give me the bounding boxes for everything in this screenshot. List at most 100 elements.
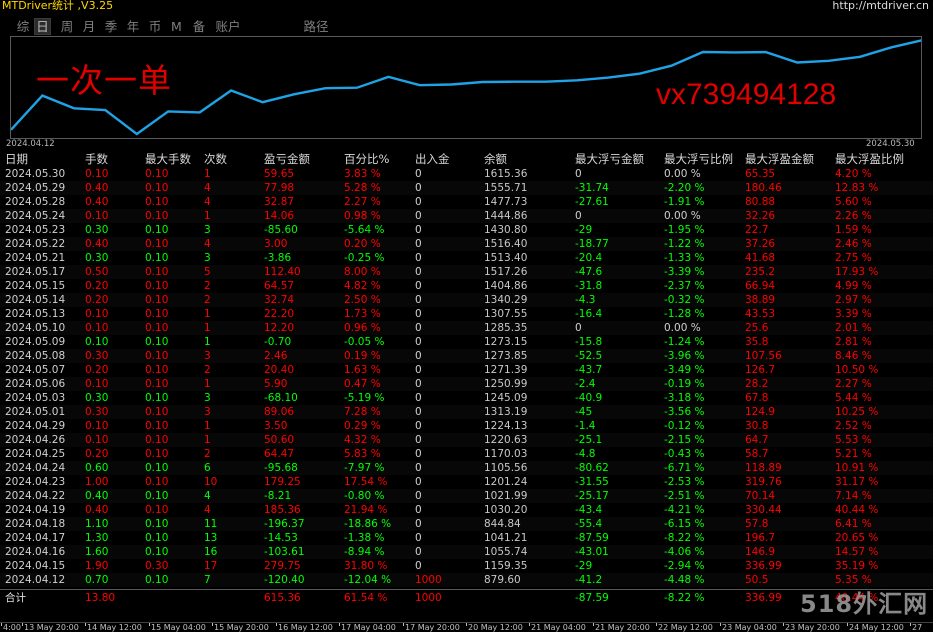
cell-max-float-loss: -18.77 [575,238,609,250]
cell-max-float-profit-pct: 17.93 % [835,266,879,278]
cell-lots: 0.10 [85,168,109,180]
cell-balance: 1615.36 [484,168,528,180]
cell-pl: 64.47 [264,448,295,460]
cell-max-float-loss-pct: -2.37 % [664,280,705,292]
cell-balance: 1477.73 [484,196,528,208]
cell-max-float-profit: 235.2 [745,266,776,278]
cell-balance: 1517.26 [484,266,528,278]
cell-date: 2024.05.13 [5,308,66,320]
cell-pl: -85.60 [264,224,298,236]
total-max-float-profit-pct: 40.44 % [835,592,879,604]
tab-account[interactable]: 账户 [215,19,241,34]
cell-max-float-profit: 43.53 [745,308,776,320]
cell-max-float-profit-pct: 5.35 % [835,574,872,586]
website-link[interactable]: http://mtdriver.cn [832,0,929,12]
tab-week[interactable]: 周 [60,19,74,34]
cell-max-float-loss-pct: -8.22 % [664,532,705,544]
overlay-note: 一次一单 [36,61,172,100]
tab-summary[interactable]: 综 [16,19,30,34]
time-axis-tick [466,623,467,626]
table-row: 2024.04.24 0.60 0.10 6 -95.68 -7.97 % 0 1105.56… [0,461,933,475]
cell-max-float-loss-pct: -0.43 % [664,448,705,460]
cell-max-float-profit-pct: 2.26 % [835,210,872,222]
cell-max-float-profit-pct: 2.52 % [835,420,872,432]
cell-max-float-loss-pct: -4.06 % [664,546,705,558]
cell-lots: 1.10 [85,518,109,530]
cell-balance: 1313.19 [484,406,528,418]
tab-note[interactable]: 备 [192,19,206,34]
cell-count: 1 [204,378,211,390]
table-header: 日期 手数 最大手数 次数 盈亏金额 百分比% 出入金 余额 最大浮亏金额 最大… [0,151,933,167]
cell-max-float-profit-pct: 35.19 % [835,560,879,572]
cell-deposit: 0 [415,546,422,558]
cell-max-float-loss-pct: -4.48 % [664,574,705,586]
table-row: 2024.04.12 0.70 0.10 7 -120.40 -12.04 % 1000 87… [0,573,933,587]
tab-path[interactable]: 路径 [303,19,329,34]
cell-max-lots: 0.10 [145,168,169,180]
cell-max-float-profit-pct: 8.46 % [835,350,872,362]
cell-max-float-loss: -29 [575,224,593,236]
cell-pl: 64.57 [264,280,295,292]
cell-pct: -7.97 % [344,462,385,474]
cell-pl: -3.86 [264,252,292,264]
cell-date: 2024.04.22 [5,490,66,502]
cell-max-float-profit: 50.5 [745,574,769,586]
tab-quarter[interactable]: 季 [104,19,118,34]
cell-date: 2024.05.06 [5,378,66,390]
equity-chart-svg [11,39,921,136]
table-row: 2024.05.23 0.30 0.10 3 -85.60 -5.64 % 0 1430.80… [0,223,933,237]
cell-pl: 12.20 [264,322,295,334]
cell-date: 2024.05.15 [5,280,66,292]
cell-lots: 1.30 [85,532,109,544]
cell-max-float-loss: -25.1 [575,434,603,446]
cell-max-float-loss-pct: -6.15 % [664,518,705,530]
cell-pct: 2.27 % [344,196,381,208]
cell-balance: 1513.40 [484,252,528,264]
cell-pl: 279.75 [264,560,301,572]
tab-magic[interactable]: M [171,19,182,34]
cell-count: 1 [204,308,211,320]
cell-max-float-loss-pct: -2.20 % [664,182,705,194]
cell-pct: -0.80 % [344,490,385,502]
cell-balance: 1030.20 [484,504,528,516]
table-row: 2024.05.17 0.50 0.10 5 112.40 8.00 % 0 1517.26 -… [0,265,933,279]
cell-lots: 0.10 [85,210,109,222]
tab-year[interactable]: 年 [126,19,140,34]
cell-pct: 0.29 % [344,420,381,432]
cell-max-float-loss: -2.4 [575,378,596,390]
table-row: 2024.05.09 0.10 0.10 1 -0.70 -0.05 % 0 1273.15 -… [0,335,933,349]
cell-date: 2024.05.07 [5,364,66,376]
cell-count: 1 [204,322,211,334]
cell-deposit: 0 [415,476,422,488]
cell-max-float-loss: -40.9 [575,392,603,404]
cell-pl: -196.37 [264,518,305,530]
total-deposit: 1000 [415,592,442,604]
table-row: 2024.05.22 0.40 0.10 4 3.00 0.20 % 0 1516.40 -18… [0,237,933,251]
cell-deposit: 0 [415,238,422,250]
cell-max-float-loss: -43.01 [575,546,609,558]
time-axis-tick [403,623,404,626]
tab-day[interactable]: 日 [34,18,51,35]
tab-month[interactable]: 月 [82,19,96,34]
cell-pct: 0.47 % [344,378,381,390]
cell-lots: 0.10 [85,322,109,334]
cell-pl: 179.25 [264,476,301,488]
cell-max-lots: 0.10 [145,448,169,460]
col-deposit: 出入金 [415,152,450,166]
cell-max-float-profit-pct: 2.46 % [835,238,872,250]
cell-max-float-profit-pct: 6.41 % [835,518,872,530]
cell-pct: 3.83 % [344,168,381,180]
cell-max-float-profit: 124.9 [745,406,776,418]
cell-max-float-loss: -31.55 [575,476,609,488]
cell-count: 4 [204,182,211,194]
table-row: 2024.05.10 0.10 0.10 1 12.20 0.96 % 0 1285.35 0 0… [0,321,933,335]
cell-pct: -0.25 % [344,252,385,264]
cell-deposit: 0 [415,518,422,530]
tab-currency[interactable]: 币 [148,19,162,34]
cell-pl: 89.06 [264,406,295,418]
total-pct: 61.54 % [344,592,388,604]
table-row: 2024.05.07 0.20 0.10 2 20.40 1.63 % 0 1271.39 -4… [0,363,933,377]
cell-count: 2 [204,448,211,460]
table-row: 2024.04.19 0.40 0.10 4 185.36 21.94 % 0 1030.20… [0,503,933,517]
cell-max-float-profit-pct: 7.14 % [835,490,872,502]
